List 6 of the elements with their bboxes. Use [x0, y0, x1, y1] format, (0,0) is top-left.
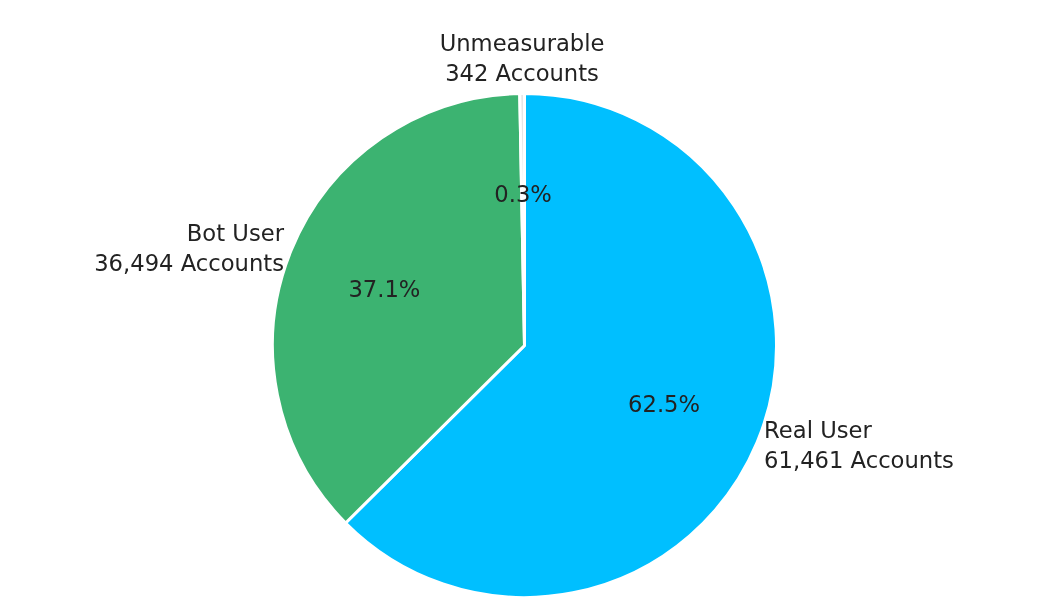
slice-label: Bot User 36,494 Accounts	[94, 220, 285, 276]
data-label: 0.3%	[494, 181, 552, 208]
data-label: 37.1%	[348, 275, 421, 302]
slice-label: Unmeasurable 342 Accounts	[439, 30, 605, 86]
data-label: 62.5%	[628, 390, 701, 417]
slice-label: Real User 61,461 Accounts	[764, 417, 954, 474]
